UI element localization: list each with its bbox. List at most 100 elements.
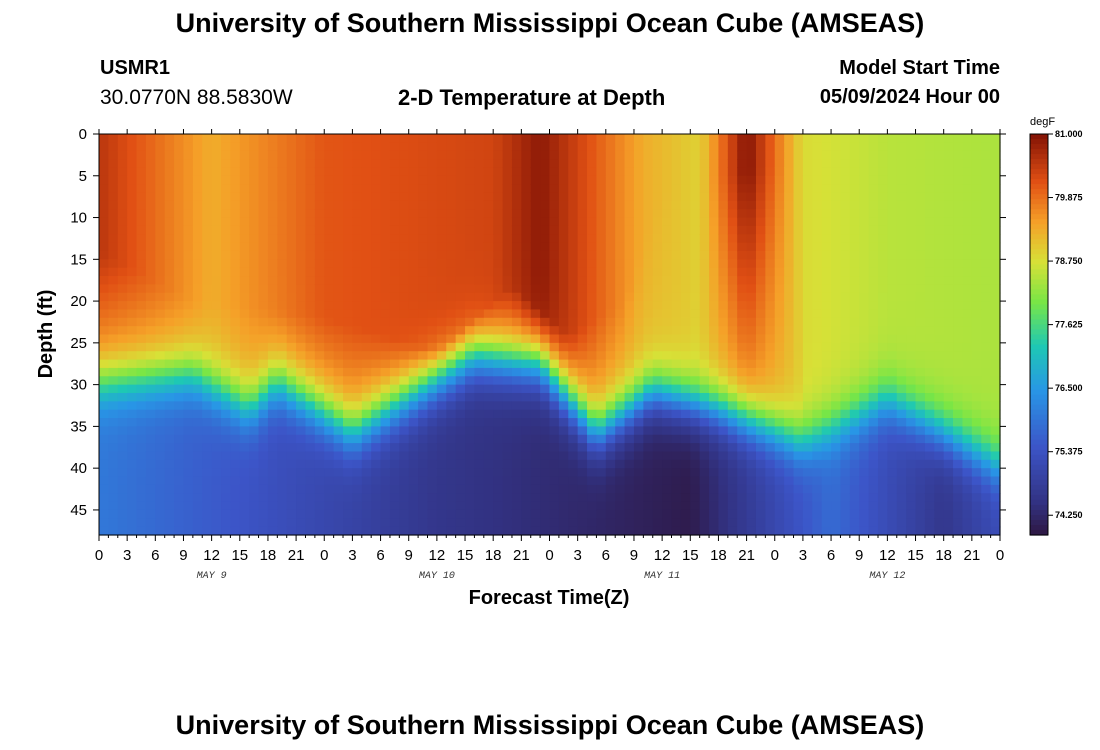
heatmap-cell <box>896 426 907 436</box>
heatmap-cell <box>709 418 720 427</box>
heatmap-cell <box>530 376 541 386</box>
heatmap-cell <box>202 259 213 269</box>
heatmap-cell <box>718 401 729 411</box>
heatmap-cell <box>211 518 222 528</box>
heatmap-cell <box>155 468 166 478</box>
heatmap-cell <box>680 443 691 453</box>
heatmap-cell <box>821 326 832 336</box>
heatmap-cell <box>633 167 644 177</box>
heatmap-cell <box>540 217 551 227</box>
heatmap-cell <box>896 276 907 285</box>
heatmap-cell <box>643 317 654 327</box>
heatmap-cell <box>887 518 898 528</box>
heatmap-cell <box>868 392 879 402</box>
heatmap-cell <box>286 142 297 152</box>
heatmap-cell <box>962 134 973 143</box>
heatmap-cell <box>615 209 626 219</box>
heatmap-cell <box>540 509 551 519</box>
heatmap-cell <box>127 459 138 469</box>
heatmap-cell <box>446 184 457 194</box>
heatmap-cell <box>671 317 682 327</box>
heatmap-cell <box>305 334 316 344</box>
heatmap-cell <box>765 242 776 252</box>
heatmap-cell <box>446 401 457 411</box>
heatmap-cell <box>615 392 626 402</box>
heatmap-cell <box>192 459 203 469</box>
heatmap-cell <box>267 309 278 319</box>
heatmap-cell <box>502 342 513 352</box>
heatmap-cell <box>755 367 766 377</box>
heatmap-cell <box>305 284 316 294</box>
colorbar-segment <box>1030 179 1048 185</box>
heatmap-cell <box>230 401 241 411</box>
heatmap-cell <box>296 301 307 311</box>
heatmap-cell <box>971 242 982 252</box>
heatmap-cell <box>699 518 710 528</box>
heatmap-cell <box>314 167 325 177</box>
heatmap-cell <box>971 267 982 277</box>
heatmap-cell <box>145 434 156 444</box>
heatmap-cell <box>624 409 635 419</box>
heatmap-cell <box>577 225 588 235</box>
heatmap-cell <box>267 459 278 469</box>
heatmap-cell <box>211 267 222 277</box>
heatmap-cell <box>230 150 241 160</box>
heatmap-cell <box>174 376 185 386</box>
heatmap-cell <box>737 309 748 319</box>
heatmap-cell <box>483 217 494 227</box>
heatmap-cell <box>108 317 119 327</box>
heatmap-cell <box>324 509 335 519</box>
heatmap-cell <box>174 167 185 177</box>
heatmap-cell <box>671 326 682 336</box>
heatmap-cell <box>380 175 391 185</box>
heatmap-cell <box>314 284 325 294</box>
heatmap-cell <box>221 184 231 194</box>
colorbar-segment <box>1030 434 1048 441</box>
heatmap-cell <box>971 359 982 369</box>
heatmap-cell <box>436 384 447 394</box>
heatmap-cell <box>943 518 954 528</box>
heatmap-cell <box>934 443 945 453</box>
heatmap-cell <box>587 159 598 169</box>
heatmap-cell <box>305 225 316 235</box>
heatmap-cell <box>267 134 278 143</box>
heatmap-cell <box>915 150 926 160</box>
heatmap-cell <box>136 192 147 202</box>
heatmap-cell <box>877 451 888 461</box>
heatmap-cell <box>793 434 804 444</box>
heatmap-cell <box>455 159 466 169</box>
heatmap-cell <box>906 250 917 260</box>
heatmap-cell <box>971 301 982 311</box>
heatmap-cell <box>399 284 410 294</box>
heatmap-cell <box>249 468 260 478</box>
heatmap-cell <box>174 451 185 461</box>
heatmap-cell <box>549 451 560 461</box>
heatmap-cell <box>202 418 213 427</box>
heatmap-cell <box>343 301 354 311</box>
heatmap-cell <box>108 250 119 260</box>
y-tick-label: 10 <box>70 210 87 227</box>
heatmap-cell <box>587 384 598 394</box>
heatmap-cell <box>493 384 504 394</box>
colorbar-segment <box>1030 459 1048 466</box>
heatmap-cell <box>399 309 410 319</box>
heatmap-cell <box>981 476 992 486</box>
heatmap-cell <box>671 167 682 177</box>
heatmap-cell <box>962 301 973 311</box>
heatmap-cell <box>615 501 626 511</box>
heatmap-cell <box>343 334 354 344</box>
heatmap-cell <box>408 476 419 486</box>
heatmap-cell <box>408 200 419 210</box>
heatmap-cell <box>286 150 297 160</box>
heatmap-cell <box>953 267 964 277</box>
heatmap-cell <box>906 451 917 461</box>
heatmap-cell <box>202 451 213 461</box>
heatmap-cell <box>699 284 710 294</box>
heatmap-cell <box>493 200 504 210</box>
heatmap-cell <box>953 426 964 436</box>
colorbar-segment <box>1030 294 1048 301</box>
heatmap-cell <box>953 234 964 244</box>
heatmap-cell <box>164 150 175 160</box>
heatmap-cell <box>427 142 438 152</box>
colorbar-segment <box>1030 379 1048 386</box>
